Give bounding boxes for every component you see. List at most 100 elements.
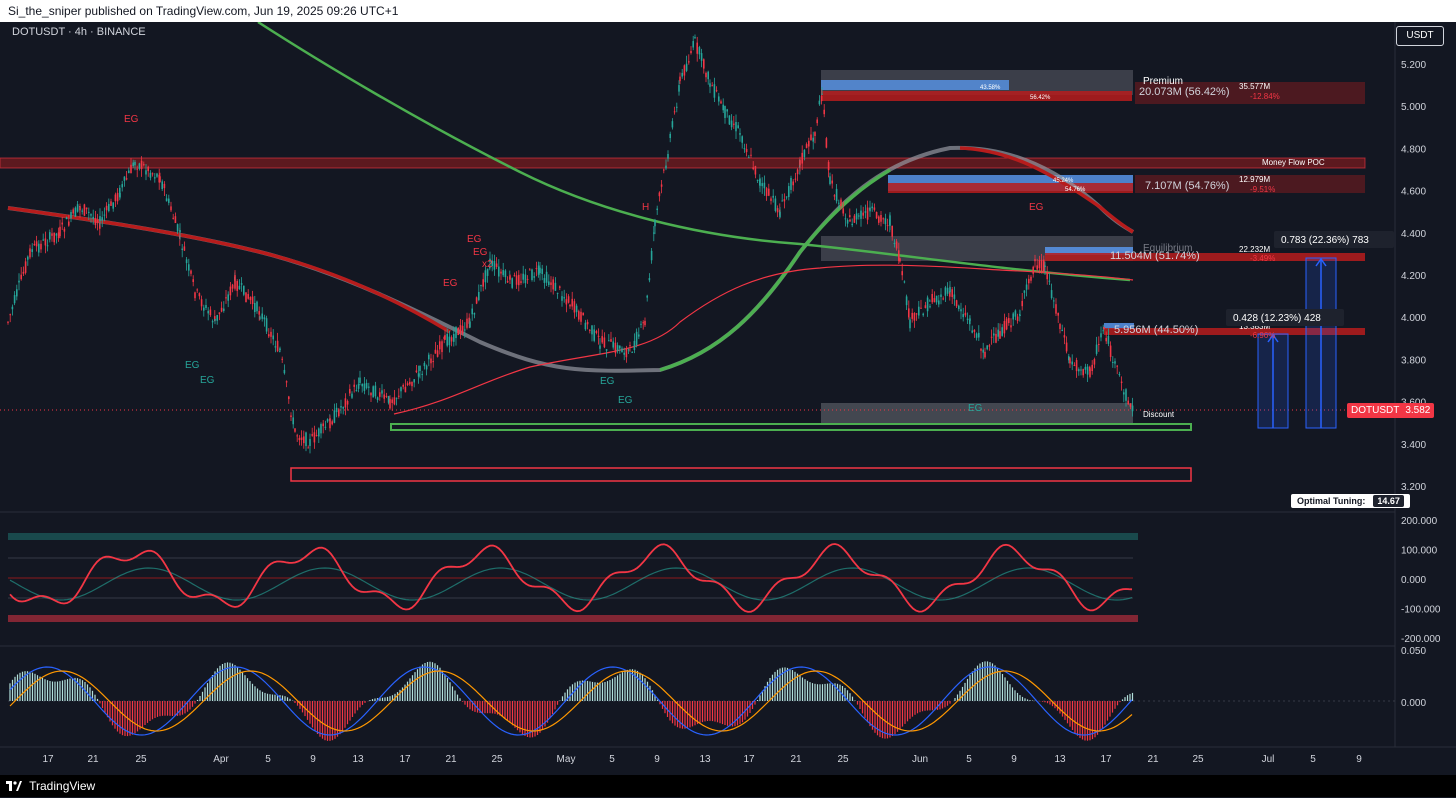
candle-body [733,123,735,125]
chart-area[interactable]: 5.200 5.000 4.800 4.600 4.400 4.200 4.000 3.800… [0,20,1456,775]
candle-body [9,314,11,316]
candle-body [703,59,705,69]
eg-marker: EG [473,247,488,258]
candle-body [940,294,942,297]
candle-body [1014,310,1017,317]
time-axis-tick: 17 [1100,754,1112,765]
time-axis-tick: 5 [966,754,972,765]
candle-body [561,296,563,301]
currency-button[interactable]: USDT [1396,26,1444,46]
candle-body [829,176,831,185]
candle-body [151,173,154,175]
premium-bar-left [821,80,1009,90]
candle-body [667,154,669,159]
candle-body [1105,337,1107,342]
candle-body [466,318,468,328]
candle-body [1125,389,1127,401]
candle-body [605,349,608,351]
candle-body [329,418,331,429]
candle-body [16,289,18,297]
candle-body [1102,330,1104,332]
candle-body [207,310,209,314]
candle-body [995,333,997,343]
candle-body [656,208,658,211]
candle-body [1005,318,1008,330]
candle-body [801,152,803,164]
candle-body [603,337,606,348]
candle-body [597,335,600,338]
candle-body [1046,272,1048,280]
tradingview-logo-icon[interactable] [6,776,22,798]
red-thin-ma [393,264,1134,415]
symbol-label[interactable]: DOTUSDT · 4h · BINANCE [12,26,146,38]
candle-body [57,232,60,239]
current-price-value: 3.582 [1405,405,1431,416]
candle-body [820,96,823,102]
candle-body [610,339,612,342]
candle-body [646,295,648,298]
candle-body [145,170,147,175]
candle-body [298,437,301,441]
candle-body [27,256,29,260]
candle-body [783,199,786,202]
candle-body [229,286,232,296]
candle-body [506,280,509,283]
candle-body [459,325,462,334]
candle-body [796,169,799,175]
discount-label: Discount [1143,410,1175,419]
candle-body [322,423,324,427]
candle-body [46,245,49,247]
time-axis-tick: 21 [790,754,802,765]
candle-body [493,260,496,270]
candle-body [349,388,351,394]
candle-body [203,307,205,311]
candle-body [413,379,415,383]
candle-body [90,214,92,216]
candle-body [580,311,582,322]
candle-body [575,305,578,313]
tradingview-footer: TradingView [0,775,1456,797]
candle-body [999,331,1001,339]
candle-body [439,341,441,350]
tradingview-brand[interactable]: TradingView [29,779,96,793]
candle-body [920,307,922,309]
time-axis-tick: 5 [1310,754,1316,765]
candle-body [648,278,651,281]
candle-body [220,307,223,312]
candle-body [444,335,446,340]
zone2-right-pct: -9.51% [1250,185,1275,194]
candle-body [1082,369,1084,376]
candle-body [303,436,305,444]
candle-body [1025,284,1028,290]
candle-body [134,161,136,166]
candle-body [554,282,557,291]
candle-body [1068,356,1070,361]
candle-body [608,340,610,342]
candle-body [276,340,279,352]
money-flow-poc-band [0,157,1366,169]
premium-bar-left-pct: 43.58% [980,85,1001,91]
candle-body [752,167,754,170]
candle-body [1044,265,1046,267]
candle-body [461,325,464,334]
candle-body [1095,344,1098,354]
candle-body [198,293,201,297]
candle-body [678,85,680,92]
candle-body [748,157,750,159]
candle-body [63,228,66,232]
candle-body [535,268,538,270]
candle-body [161,181,163,190]
candle-body [81,210,83,212]
candle-body [1012,313,1014,320]
candle-body [272,335,274,340]
candle-body [83,204,86,216]
chart-canvas[interactable]: 5.200 5.000 4.800 4.600 4.400 4.200 4.000 3.800… [0,20,1456,775]
candle-body [642,322,644,324]
candle-body [391,399,393,403]
osc-main-line [9,543,1133,613]
candle-body [812,137,814,142]
candle-body [803,149,806,158]
candle-body [1109,345,1112,357]
candle-body [11,306,14,310]
candle-body [455,326,457,339]
